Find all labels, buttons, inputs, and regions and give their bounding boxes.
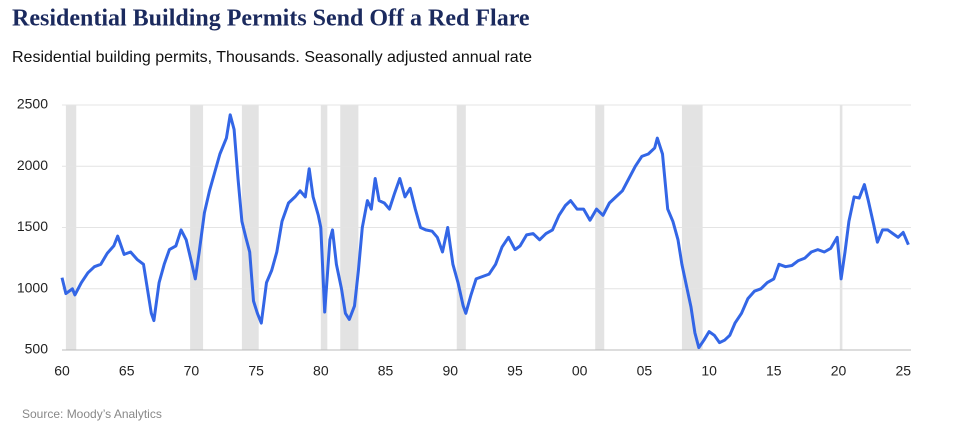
y-tick-label: 2500 bbox=[17, 96, 48, 112]
y-tick-label: 2000 bbox=[17, 157, 48, 173]
x-tick-label: 00 bbox=[572, 363, 588, 379]
source-note: Source: Moody’s Analytics bbox=[22, 407, 162, 421]
x-tick-label: 80 bbox=[313, 363, 329, 379]
y-tick-label: 500 bbox=[25, 341, 49, 357]
x-tick-label: 10 bbox=[701, 363, 717, 379]
x-tick-label: 70 bbox=[184, 363, 200, 379]
chart-subtitle: Residential building permits, Thousands.… bbox=[12, 49, 532, 66]
x-tick-label: 60 bbox=[54, 363, 70, 379]
x-tick-label: 90 bbox=[442, 363, 458, 379]
x-tick-label: 20 bbox=[831, 363, 847, 379]
x-tick-label: 05 bbox=[637, 363, 653, 379]
y-tick-label: 1500 bbox=[17, 218, 48, 234]
x-tick-label: 25 bbox=[895, 363, 911, 379]
x-tick-label: 95 bbox=[507, 363, 523, 379]
y-tick-label: 1000 bbox=[17, 279, 48, 295]
chart-title: Residential Building Permits Send Off a … bbox=[12, 6, 530, 32]
x-tick-label: 15 bbox=[766, 363, 782, 379]
x-tick-label: 65 bbox=[119, 363, 135, 379]
x-tick-label: 85 bbox=[378, 363, 394, 379]
data-line bbox=[60, 113, 910, 350]
x-tick-label: 75 bbox=[248, 363, 264, 379]
